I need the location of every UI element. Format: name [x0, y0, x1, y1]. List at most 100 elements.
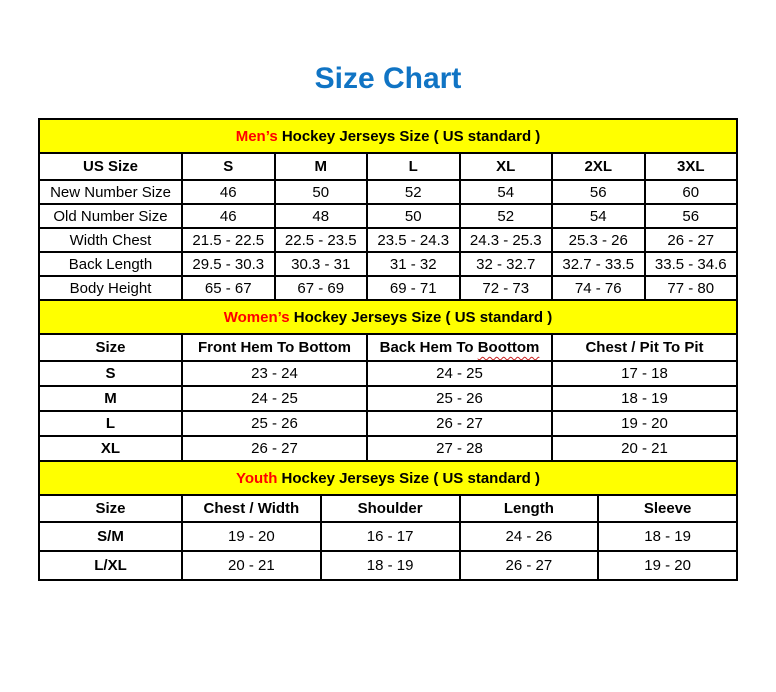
section-banner-accent: Men’s: [235, 127, 278, 145]
column-header-text: Chest / Pit To Pit: [585, 339, 704, 356]
column-header: Front Hem To Bottom: [181, 333, 368, 362]
section-banner: Women’s Hockey Jerseys Size ( US standar…: [38, 299, 738, 335]
section-banner-text: Hockey Jerseys Size ( US standard ): [277, 469, 540, 487]
table-row: Back Length 29.5 - 30.3 30.3 - 31 31 - 32 32…: [38, 251, 738, 277]
row-label: L: [38, 410, 183, 437]
size-cell: 33.5 - 34.6: [643, 251, 738, 277]
table-row: L 25 - 26 26 - 27 19 - 20: [38, 410, 738, 437]
column-header-text: Size: [95, 339, 126, 356]
column-header: Size: [38, 494, 183, 523]
row-label: Back Length: [38, 251, 183, 277]
youth-size-table: Youth Hockey Jerseys Size ( US standard …: [38, 460, 738, 581]
column-header: 3XL: [643, 152, 738, 181]
column-header: US Size: [38, 152, 183, 181]
size-cell: 65 - 67: [181, 275, 276, 301]
row-label: Body Height: [38, 275, 183, 301]
size-cell: 31 - 32: [366, 251, 461, 277]
size-cell: 50: [366, 203, 461, 229]
size-cell: 60: [643, 179, 738, 205]
size-cell: 16 - 17: [319, 521, 461, 552]
column-header-text: M: [314, 158, 328, 175]
column-header-row: US Size S M L XL 2XL 3XL: [38, 152, 738, 181]
table-row: XL 26 - 27 27 - 28 20 - 21: [38, 435, 738, 462]
column-header-text: Sleeve: [643, 500, 692, 517]
table-row: L/XL 20 - 21 18 - 19 26 - 27 19 - 20: [38, 550, 738, 581]
size-cell: 21.5 - 22.5: [181, 227, 276, 253]
table-row: Body Height 65 - 67 67 - 69 69 - 71 72 - 73 7…: [38, 275, 738, 301]
row-label: New Number Size: [38, 179, 183, 205]
section-banner-text: Hockey Jerseys Size ( US standard ): [289, 308, 553, 326]
column-header: Sleeve: [597, 494, 738, 523]
size-cell: 56: [643, 203, 738, 229]
column-header-text: L: [408, 158, 418, 175]
size-cell: 23.5 - 24.3: [366, 227, 461, 253]
mens-size-table: Men’s Hockey Jerseys Size ( US standard …: [38, 118, 738, 301]
table-row: Width Chest 21.5 - 22.5 22.5 - 23.5 23.5 - …: [38, 227, 738, 253]
size-cell: 69 - 71: [366, 275, 461, 301]
size-cell: 23 - 24: [181, 360, 368, 387]
size-cell: 24 - 26: [458, 521, 600, 552]
row-label: L/XL: [38, 550, 183, 581]
size-cell: 74 - 76: [551, 275, 646, 301]
column-header-text: 2XL: [584, 158, 612, 175]
size-cell: 52: [458, 203, 553, 229]
section-banner-text: Hockey Jerseys Size ( US standard ): [277, 127, 541, 145]
size-cell: 20 - 21: [181, 550, 322, 581]
size-cell: 17 - 18: [551, 360, 738, 387]
size-cell: 46: [181, 179, 276, 205]
column-header-text: Size: [95, 500, 126, 517]
column-header: XL: [458, 152, 553, 181]
size-cell: 32 - 32.7: [458, 251, 553, 277]
size-cell: 67 - 69: [273, 275, 368, 301]
section-banner: Men’s Hockey Jerseys Size ( US standard …: [38, 118, 738, 154]
row-label: S: [38, 360, 183, 387]
size-cell: 56: [551, 179, 646, 205]
size-cell: 22.5 - 23.5: [273, 227, 368, 253]
column-header-text: Shoulder: [357, 500, 423, 517]
size-cell: 24 - 25: [181, 385, 368, 412]
column-header-text: XL: [496, 158, 516, 175]
size-cell: 26 - 27: [181, 435, 368, 462]
table-row: S 23 - 24 24 - 25 17 - 18: [38, 360, 738, 387]
size-cell: 25 - 26: [181, 410, 368, 437]
column-header-text: Front Hem To Bottom: [197, 339, 352, 356]
size-cell: 24 - 25: [366, 360, 553, 387]
section-banner-row: Men’s Hockey Jerseys Size ( US standard …: [38, 118, 738, 154]
size-cell: 25 - 26: [366, 385, 553, 412]
column-header: Length: [458, 494, 600, 523]
column-header-text: Chest / Width: [203, 500, 300, 517]
page-content: Size Chart Men’s Hockey Jerseys Size ( U…: [38, 60, 738, 581]
row-label: XL: [38, 435, 183, 462]
row-label: S/M: [38, 521, 183, 552]
column-header: L: [366, 152, 461, 181]
womens-size-table: Women’s Hockey Jerseys Size ( US standar…: [38, 299, 738, 462]
table-row: New Number Size 46 50 52 54 56 60: [38, 179, 738, 205]
row-label: Old Number Size: [38, 203, 183, 229]
size-cell: 18 - 19: [551, 385, 738, 412]
size-cell: 25.3 - 26: [551, 227, 646, 253]
column-header-row: Size Front Hem To Bottom Back Hem To Boott…: [38, 333, 738, 362]
size-cell: 32.7 - 33.5: [551, 251, 646, 277]
table-row: M 24 - 25 25 - 26 18 - 19: [38, 385, 738, 412]
section-banner-row: Youth Hockey Jerseys Size ( US standard …: [38, 460, 738, 496]
column-header-text: S: [223, 158, 234, 175]
table-row: S/M 19 - 20 16 - 17 24 - 26 18 - 19: [38, 521, 738, 552]
size-cell: 26 - 27: [643, 227, 738, 253]
size-cell: 18 - 19: [319, 550, 461, 581]
size-cell: 77 - 80: [643, 275, 738, 301]
column-header-row: Size Chest / Width Shoulder Length Sleeve: [38, 494, 738, 523]
column-header-text: Back Hem To: [379, 339, 478, 356]
size-cell: 26 - 27: [366, 410, 553, 437]
size-cell: 50: [273, 179, 368, 205]
size-cell: 27 - 28: [366, 435, 553, 462]
size-cell: 72 - 73: [458, 275, 553, 301]
column-header: Size: [38, 333, 183, 362]
misspelled-word: Boottom: [477, 339, 540, 356]
size-cell: 19 - 20: [597, 550, 738, 581]
size-cell: 52: [366, 179, 461, 205]
size-cell: 30.3 - 31: [273, 251, 368, 277]
column-header: Chest / Width: [181, 494, 322, 523]
section-banner-accent: Youth: [236, 469, 278, 487]
row-label: M: [38, 385, 183, 412]
size-cell: 46: [181, 203, 276, 229]
